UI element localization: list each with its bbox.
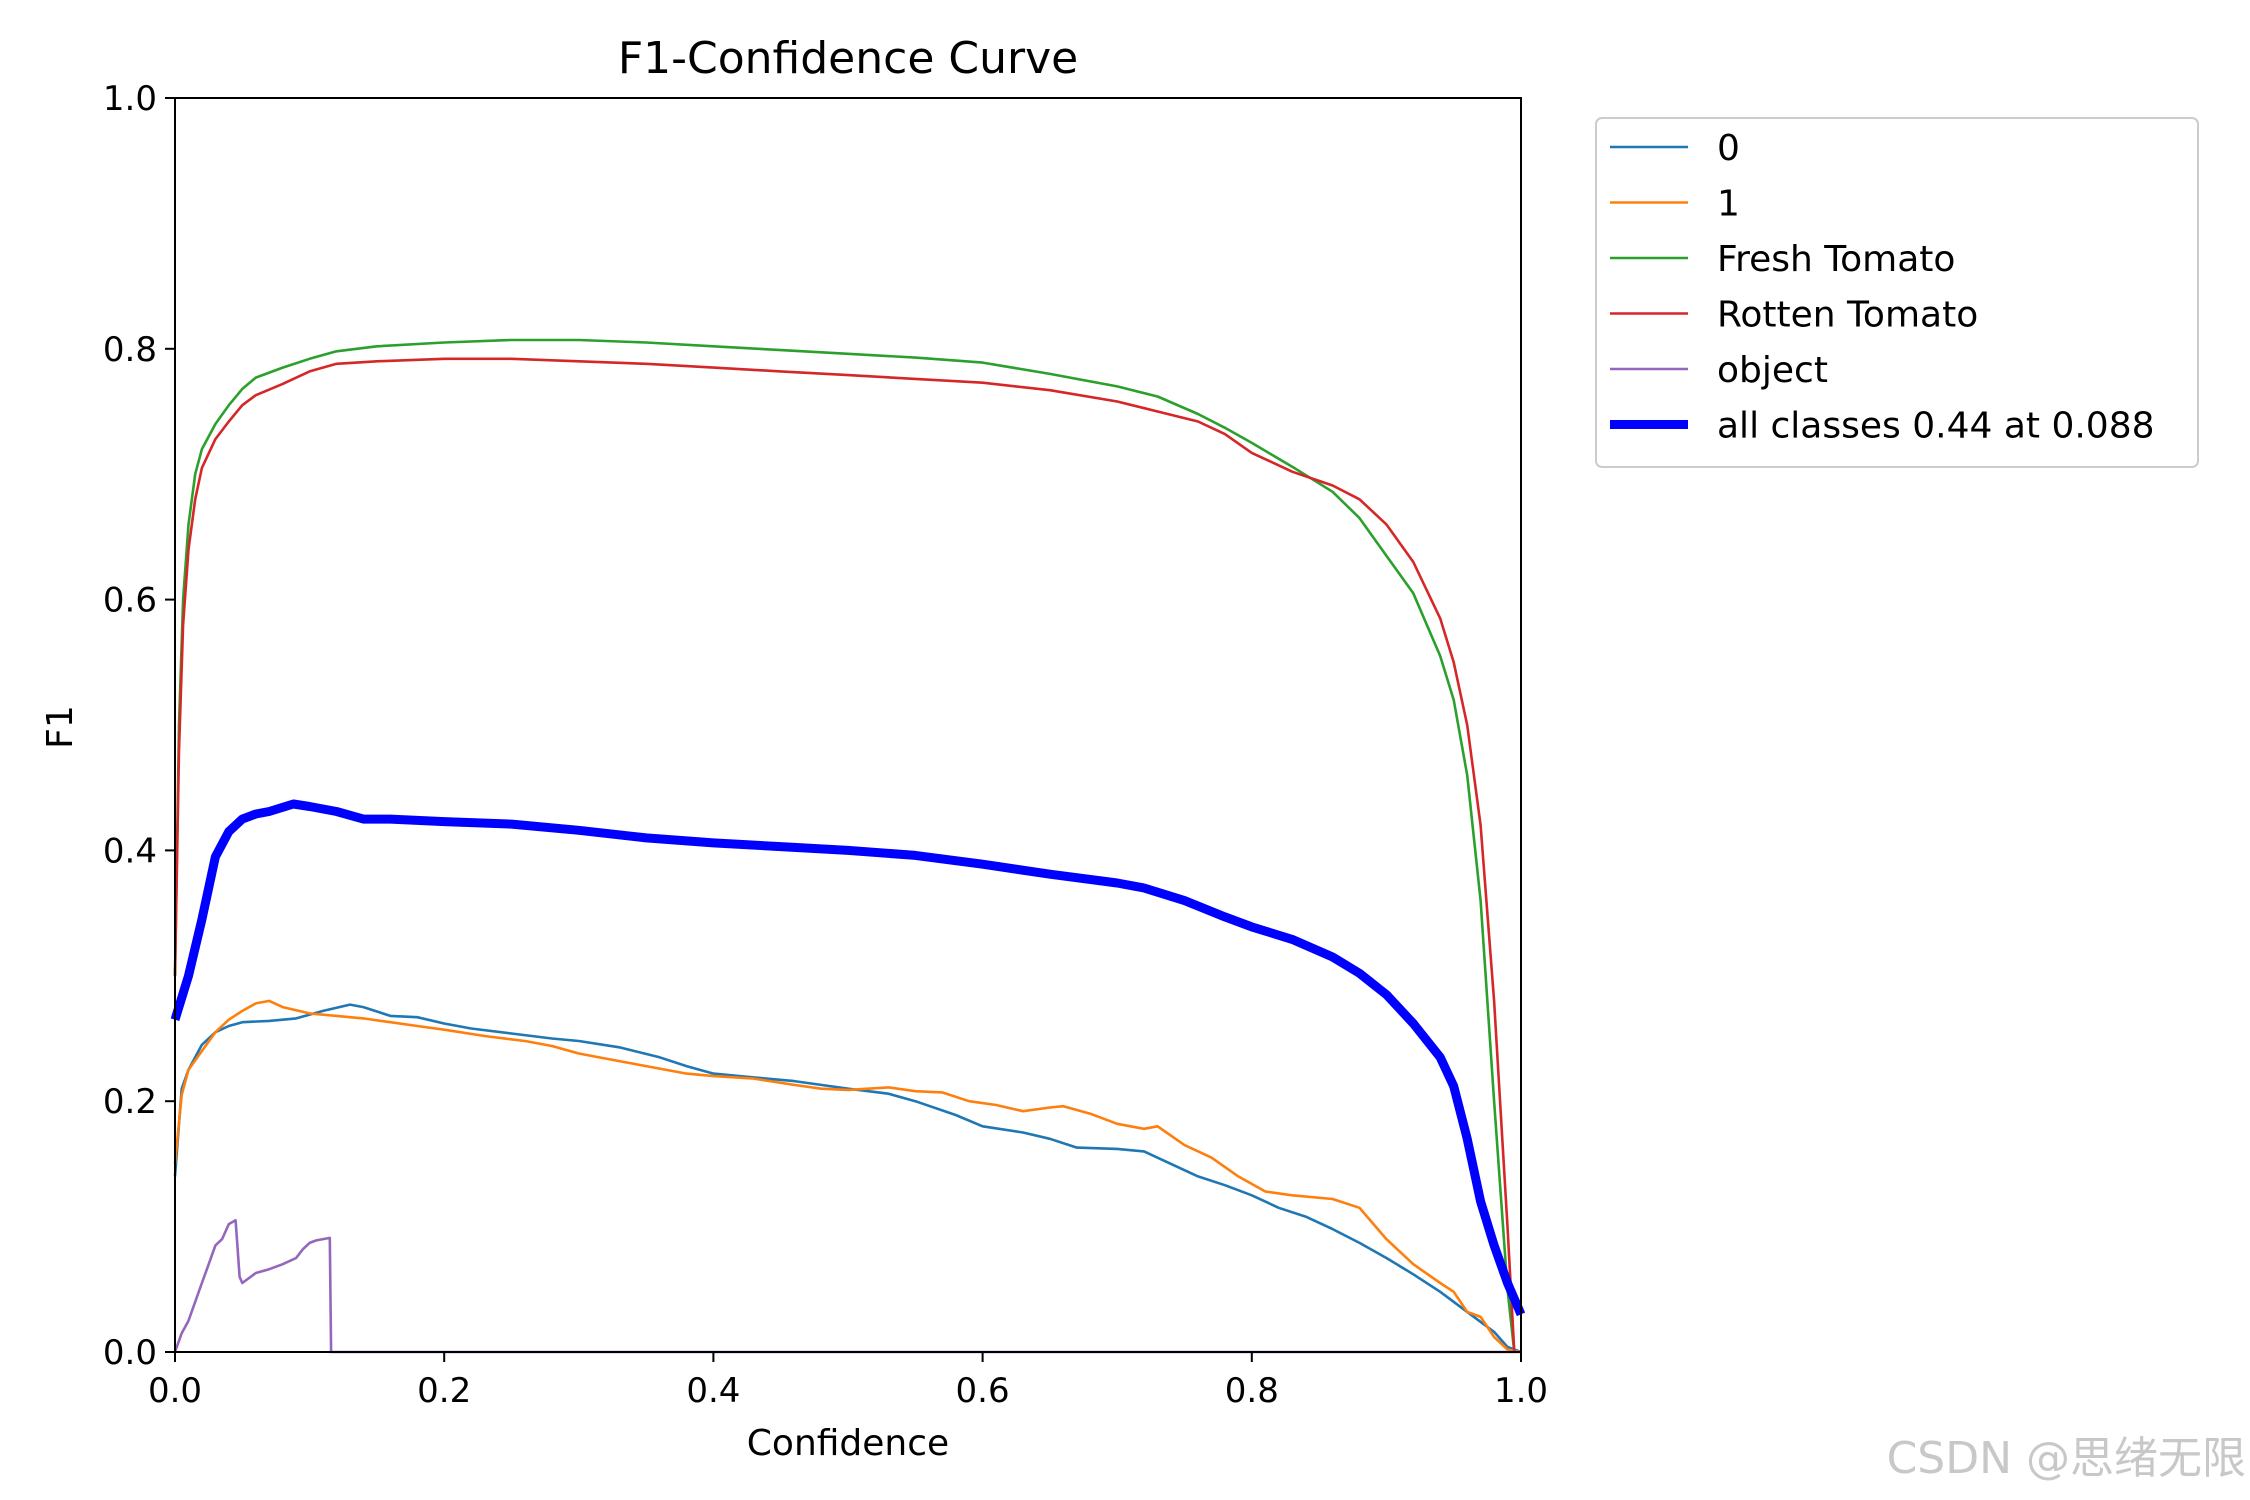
series-line-0: [173, 1003, 1522, 1354]
legend-box: [1595, 117, 2199, 468]
legend-label-4: object: [1717, 350, 1828, 391]
x-axis-label: Confidence: [747, 1423, 949, 1464]
x-tick-label-4: 0.8: [1225, 1371, 1279, 1411]
y-tick-label-3: 0.6: [103, 581, 157, 621]
legend-label-5: all classes 0.44 at 0.088: [1717, 406, 2155, 447]
legend-label-0: 0: [1717, 128, 1740, 169]
plot-area: [170, 97, 1526, 1354]
legend: 0 1 Fresh Tomato Rotten Tomato object all cla…: [1595, 117, 2199, 468]
y-tick-label-2: 0.4: [103, 831, 157, 871]
y-tick-label-1: 0.2: [103, 1082, 157, 1122]
y-axis-label: F1: [40, 705, 81, 749]
watermark-text: CSDN @思绪无限: [1886, 1433, 2246, 1484]
series-line-4: [173, 1219, 1521, 1354]
legend-label-3: Rotten Tomato: [1717, 295, 1978, 336]
y-tick-label-4: 0.8: [103, 330, 157, 370]
series-line-2: [173, 338, 1516, 1353]
x-axis: 0.0 0.2 0.4 0.6 0.8 1.0: [148, 1352, 1548, 1411]
x-tick-label-1: 0.2: [417, 1371, 471, 1411]
legend-label-1: 1: [1717, 184, 1740, 225]
x-tick-label-5: 1.0: [1494, 1371, 1548, 1411]
x-tick-label-3: 0.6: [956, 1371, 1010, 1411]
series-line-3: [173, 357, 1516, 1353]
legend-label-2: Fresh Tomato: [1717, 239, 1955, 280]
y-tick-label-0: 0.0: [103, 1333, 157, 1373]
series-line-1: [173, 999, 1522, 1354]
chart-title: F1-Confidence Curve: [618, 33, 1078, 84]
series-line-5: [170, 799, 1526, 1317]
plot-frame: [174, 97, 1522, 1353]
y-tick-label-5: 1.0: [103, 79, 157, 119]
x-tick-label-0: 0.0: [148, 1371, 202, 1411]
x-tick-label-2: 0.4: [686, 1371, 740, 1411]
y-axis: 0.0 0.2 0.4 0.6 0.8 1.0: [103, 79, 175, 1373]
